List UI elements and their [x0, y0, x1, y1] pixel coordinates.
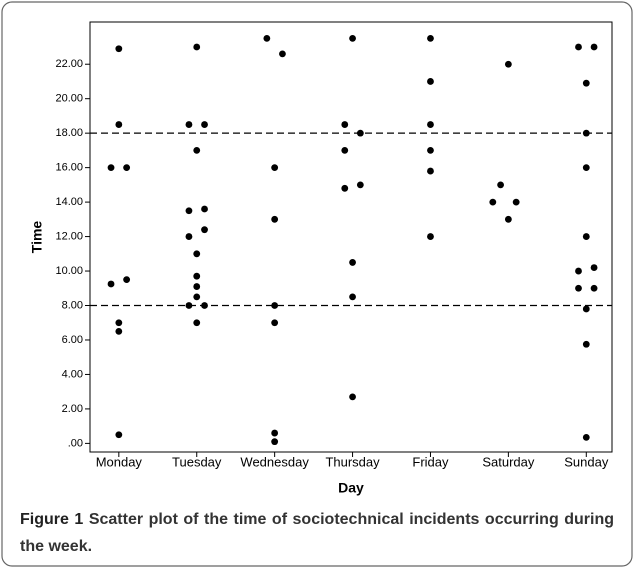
y-axis-title: Time — [29, 221, 45, 254]
y-tick-label: 10.00 — [55, 265, 83, 277]
point — [504, 215, 512, 223]
point — [263, 34, 271, 42]
point — [582, 340, 590, 348]
point — [427, 167, 434, 175]
y-tick-label: 18.00 — [55, 127, 83, 139]
point — [185, 302, 193, 309]
point — [349, 293, 356, 301]
x-tick-label: Saturday — [482, 454, 535, 469]
point — [115, 45, 123, 53]
point — [115, 319, 123, 327]
point — [427, 233, 434, 240]
point — [123, 276, 131, 284]
y-tick-label: 14.00 — [55, 196, 83, 208]
y-tick-label: 20.00 — [55, 93, 83, 105]
x-tick-label: Wednesday — [240, 454, 309, 469]
point — [271, 438, 279, 446]
point — [201, 121, 208, 128]
point — [575, 267, 582, 275]
point — [271, 164, 279, 172]
point — [193, 293, 201, 301]
y-tick-label: .00 — [68, 437, 83, 449]
point — [115, 431, 123, 439]
x-tick-label: Monday — [96, 454, 143, 469]
point — [582, 79, 590, 87]
x-tick-label: Tuesday — [172, 454, 222, 469]
point — [582, 129, 590, 137]
x-axis-title: Day — [338, 480, 364, 496]
point — [427, 78, 434, 85]
x-tick-label: Sunday — [564, 454, 609, 469]
point — [271, 319, 279, 327]
point — [582, 433, 590, 441]
point — [427, 146, 434, 154]
point — [201, 226, 208, 234]
point — [497, 181, 504, 189]
point — [271, 215, 279, 223]
point — [271, 429, 279, 437]
point — [123, 164, 131, 172]
point — [341, 121, 349, 128]
point — [590, 264, 598, 271]
point — [590, 43, 598, 51]
point — [575, 43, 582, 51]
caption: Figure 1 Scatter plot of the time of soc… — [20, 506, 614, 560]
y-tick-label: 6.00 — [62, 334, 83, 346]
point — [341, 146, 349, 154]
point — [201, 205, 208, 213]
point — [582, 164, 590, 172]
point — [341, 184, 349, 192]
point — [185, 207, 193, 215]
point — [271, 302, 279, 309]
y-tick-label: 4.00 — [62, 368, 83, 380]
point — [193, 319, 201, 327]
point — [185, 233, 193, 240]
point — [193, 43, 201, 51]
point — [590, 284, 598, 292]
y-tick-label: 16.00 — [55, 162, 83, 174]
point — [279, 50, 286, 58]
caption-label: Figure 1 — [20, 511, 84, 528]
point — [115, 327, 123, 335]
point — [185, 121, 193, 128]
y-tick-label: 22.00 — [55, 58, 83, 70]
caption-text: Scatter plot of the time of sociotechnic… — [20, 511, 614, 555]
point — [201, 302, 208, 309]
point — [582, 305, 590, 313]
y-tick-label: 12.00 — [55, 230, 83, 242]
point — [427, 34, 434, 42]
y-tick-label: 2.00 — [62, 403, 83, 415]
point — [193, 272, 201, 280]
point — [349, 259, 356, 266]
point — [193, 283, 201, 290]
point — [427, 121, 434, 128]
point — [107, 164, 115, 172]
y-tick-label: 8.00 — [62, 299, 83, 311]
point — [349, 393, 356, 401]
point — [107, 280, 115, 288]
point — [193, 146, 201, 154]
point — [115, 121, 123, 128]
point — [349, 34, 356, 42]
point — [356, 181, 364, 189]
point — [512, 198, 520, 206]
point — [504, 60, 512, 68]
plot-frame — [89, 21, 613, 453]
x-tick-label: Thursday — [325, 454, 380, 469]
point — [193, 250, 201, 258]
point — [575, 284, 582, 292]
point — [356, 129, 364, 137]
point — [582, 233, 590, 240]
x-tick-label: Friday — [412, 454, 449, 469]
point — [489, 198, 497, 206]
